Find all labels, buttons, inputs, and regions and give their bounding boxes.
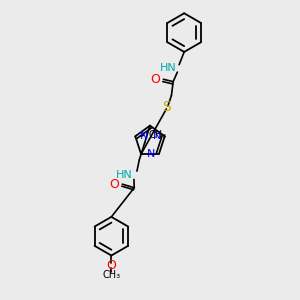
Text: N: N	[140, 131, 148, 141]
Text: O: O	[110, 178, 119, 191]
Text: N: N	[153, 131, 161, 141]
Text: CH₃: CH₃	[102, 270, 120, 280]
Text: CH₃: CH₃	[149, 130, 167, 140]
Text: S: S	[162, 100, 171, 115]
Text: HN: HN	[116, 170, 133, 180]
Text: HN: HN	[159, 63, 176, 73]
Text: O: O	[106, 259, 116, 272]
Text: N: N	[147, 148, 155, 159]
Text: O: O	[151, 73, 160, 86]
